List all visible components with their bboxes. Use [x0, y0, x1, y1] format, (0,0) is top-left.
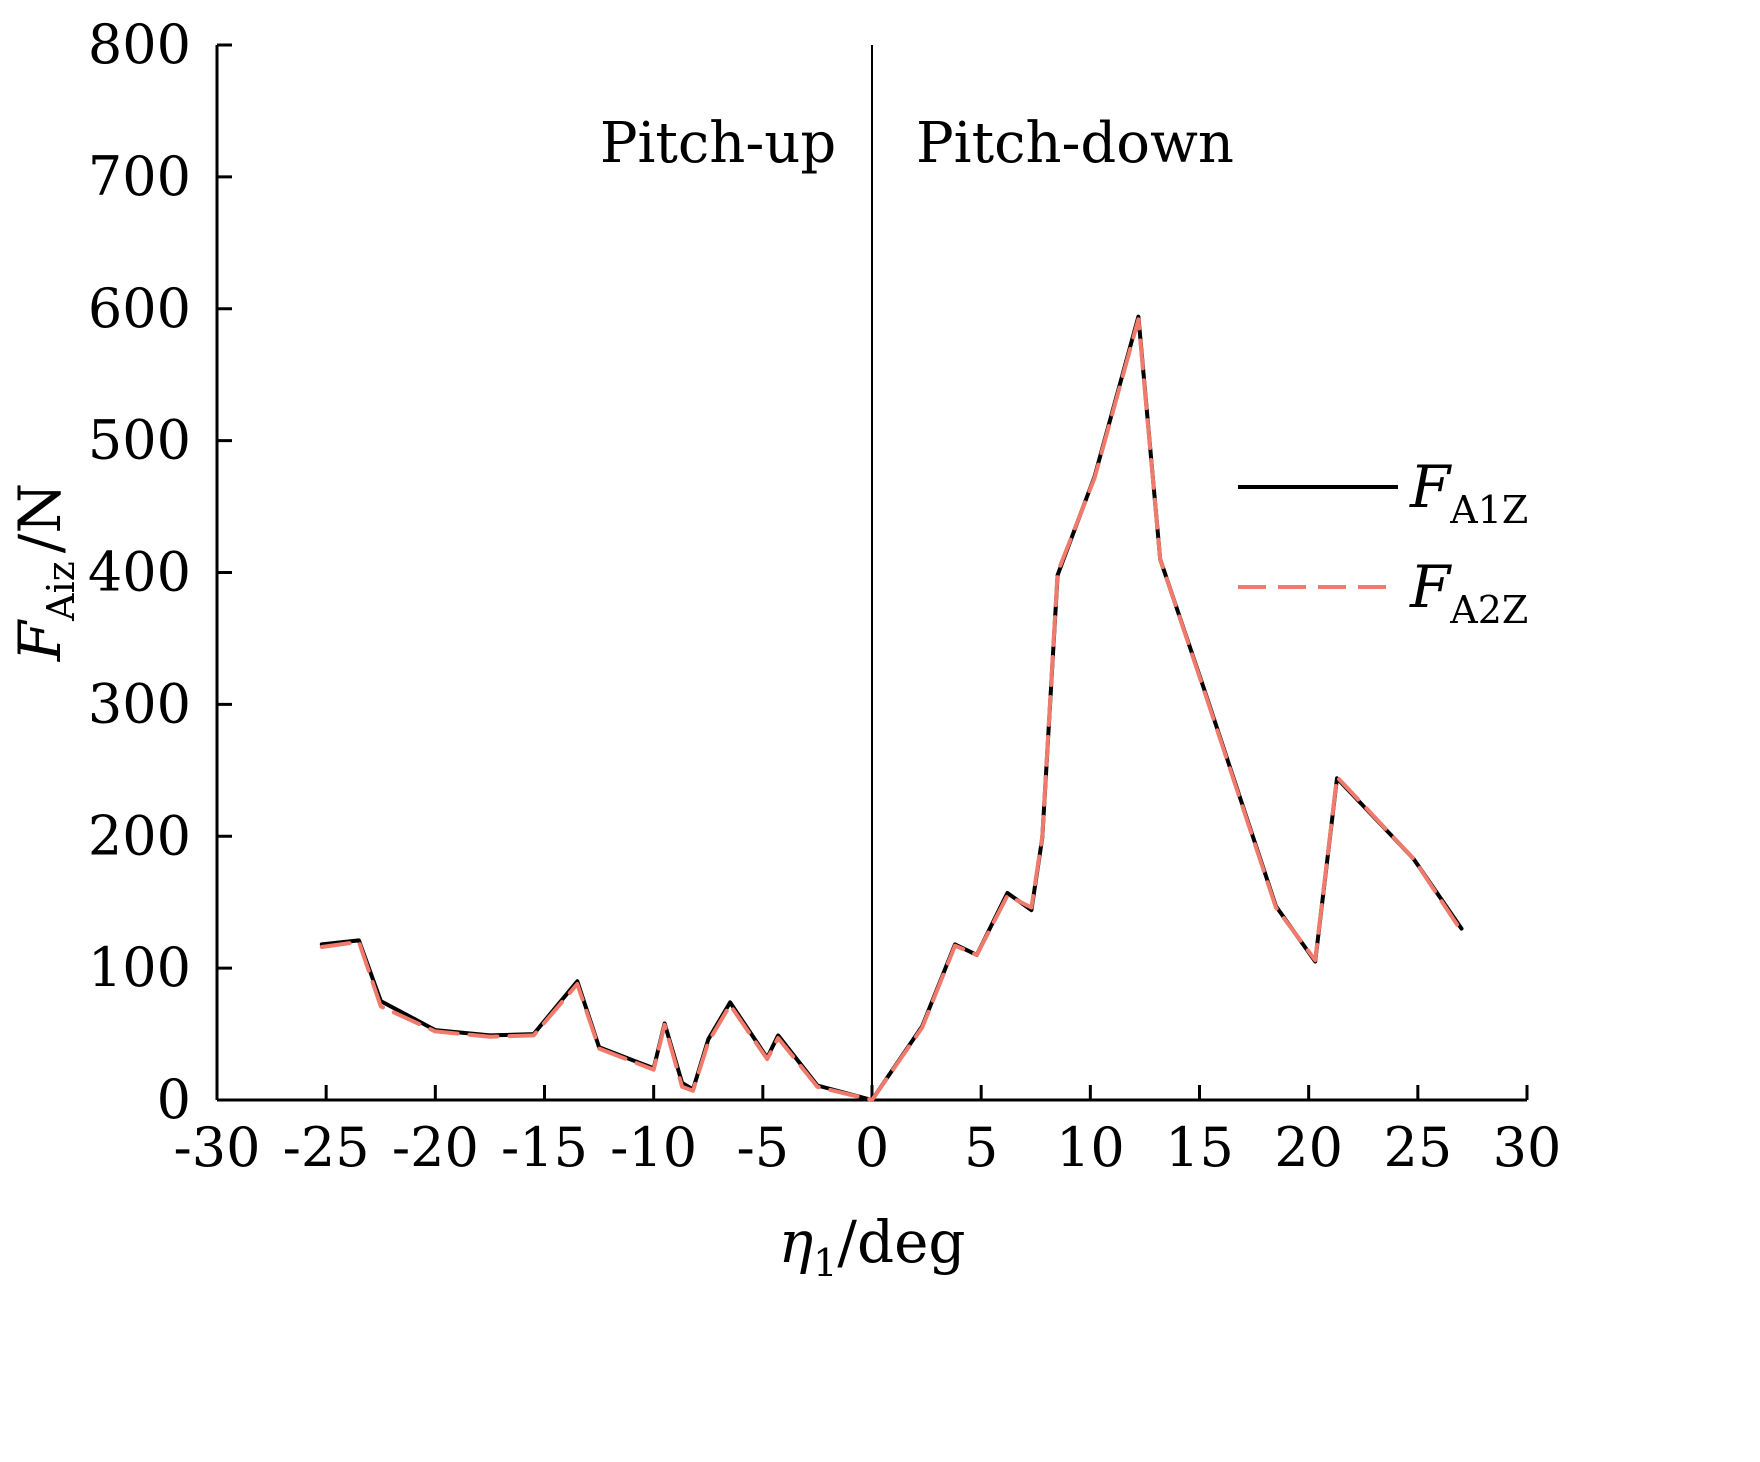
x-axis-title-unit: /deg [837, 1208, 965, 1276]
x-tick-label: 20 [1274, 1116, 1343, 1179]
y-tick-label: 400 [88, 541, 191, 604]
legend-label-fa2z-symbol: F [1409, 553, 1452, 621]
x-tick-label: 30 [1493, 1116, 1562, 1179]
series-line-fa1z [319, 314, 1464, 1102]
x-tick-label: -15 [501, 1116, 588, 1179]
y-axis-title-subscript: Aiz [39, 561, 83, 622]
axes [215, 45, 1527, 1102]
x-tick-label: -10 [610, 1116, 697, 1179]
annotation-pitch-down: Pitch-down [916, 111, 1234, 176]
x-axis-title-symbol: η [778, 1208, 813, 1276]
legend-label-fa1z-symbol: F [1409, 453, 1452, 521]
series-line-fa2z [319, 317, 1464, 1102]
y-tick-label: 300 [88, 672, 191, 735]
x-tick-label: -25 [283, 1116, 370, 1179]
y-tick-label: 800 [88, 13, 191, 76]
annotation-pitch-up: Pitch-up [600, 111, 836, 176]
x-tick-label: 15 [1165, 1116, 1234, 1179]
y-tick-label: 700 [88, 145, 191, 208]
legend-label-fa1z-subscript: A1Z [1449, 488, 1528, 532]
legend-label-fa1z: FA1Z [1409, 453, 1528, 532]
legend-label-fa2z: FA2Z [1409, 553, 1528, 632]
x-tick-label: -30 [174, 1116, 261, 1179]
y-tick-label: 200 [88, 804, 191, 867]
legend-label-fa2z-subscript: A2Z [1449, 588, 1528, 632]
x-tick-label: -20 [392, 1116, 479, 1179]
y-tick-label: 100 [88, 936, 191, 999]
x-tick-label: 5 [964, 1116, 998, 1179]
x-axis-title: η1/deg [778, 1208, 965, 1285]
x-tick-label: 25 [1383, 1116, 1452, 1179]
legend: FA1Z FA2Z [1238, 453, 1528, 632]
y-axis-title-symbol: F [6, 619, 74, 662]
series-layer [319, 314, 1464, 1102]
y-tick-label: 500 [88, 409, 191, 472]
y-axis-title-unit: /N [6, 483, 74, 553]
x-tick-label: 10 [1056, 1116, 1125, 1179]
y-axis-title: FAiz/N [6, 483, 83, 662]
y-tick-label: 600 [88, 277, 191, 340]
x-axis-title-subscript: 1 [813, 1241, 837, 1285]
y-tick-label: 0 [157, 1068, 191, 1131]
x-tick-label: 0 [855, 1116, 889, 1179]
x-tick-label: -5 [737, 1116, 790, 1179]
